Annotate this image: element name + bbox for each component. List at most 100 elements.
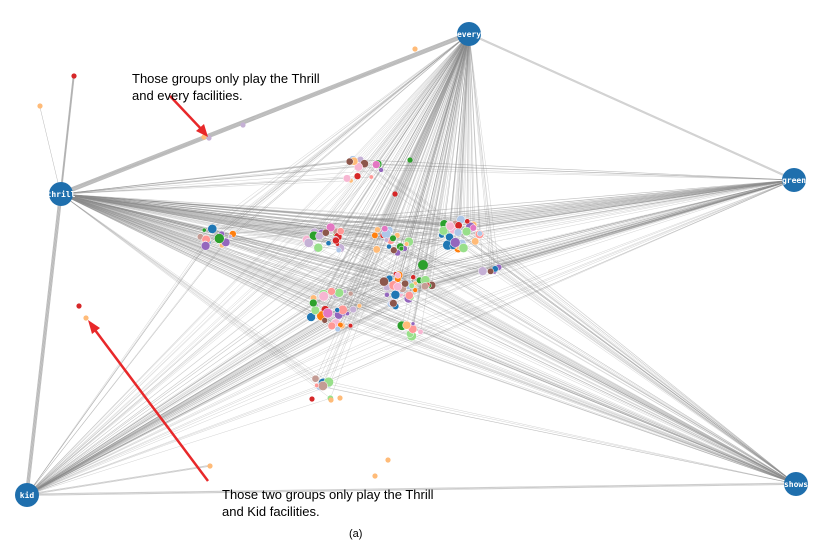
group-node[interactable]: [378, 167, 384, 173]
group-node[interactable]: [458, 243, 469, 253]
group-node[interactable]: [412, 287, 418, 293]
group-node[interactable]: [410, 321, 416, 326]
group-node[interactable]: [317, 380, 328, 391]
group-node[interactable]: [372, 160, 381, 169]
group-node[interactable]: [471, 237, 480, 246]
group-node[interactable]: [438, 225, 449, 236]
edge: [60, 193, 402, 249]
group-node[interactable]: [417, 328, 424, 335]
group-node[interactable]: [478, 266, 488, 276]
group-node[interactable]: [334, 326, 341, 333]
group-node[interactable]: [335, 247, 342, 254]
group-node[interactable]: [37, 103, 43, 109]
group-node[interactable]: [313, 242, 324, 253]
group-node[interactable]: [310, 305, 320, 315]
group-node[interactable]: [407, 157, 413, 163]
group-node[interactable]: [345, 157, 354, 166]
group-node[interactable]: [445, 221, 455, 231]
group-node[interactable]: [347, 323, 354, 329]
group-node[interactable]: [337, 395, 343, 401]
group-node[interactable]: [240, 122, 246, 128]
hub-kid[interactable]: kid: [15, 483, 39, 507]
group-node[interactable]: [384, 292, 390, 298]
group-node[interactable]: [322, 307, 333, 319]
group-node[interactable]: [464, 218, 471, 225]
group-node[interactable]: [356, 303, 362, 309]
group-node[interactable]: [389, 234, 397, 242]
group-node[interactable]: [393, 282, 403, 292]
group-node[interactable]: [71, 73, 77, 79]
group-node[interactable]: [347, 290, 354, 297]
group-node[interactable]: [453, 228, 463, 237]
group-node[interactable]: [326, 222, 336, 233]
group-node[interactable]: [332, 236, 340, 245]
group-node[interactable]: [383, 237, 389, 243]
group-node[interactable]: [321, 228, 330, 237]
group-node[interactable]: [389, 299, 398, 308]
group-node[interactable]: [408, 282, 415, 289]
group-node[interactable]: [450, 237, 461, 248]
edge: [26, 228, 385, 496]
group-node[interactable]: [404, 291, 414, 300]
group-node[interactable]: [315, 231, 324, 241]
group-node[interactable]: [420, 282, 429, 291]
group-node[interactable]: [379, 276, 389, 287]
group-node[interactable]: [461, 226, 472, 237]
group-node[interactable]: [412, 46, 418, 52]
group-node[interactable]: [321, 317, 328, 324]
group-node[interactable]: [390, 246, 398, 254]
group-node[interactable]: [381, 225, 389, 233]
group-node[interactable]: [374, 226, 381, 234]
hub-every[interactable]: every: [457, 22, 481, 46]
edge: [411, 285, 797, 485]
group-node[interactable]: [349, 305, 357, 314]
hub-thrill[interactable]: thrill: [47, 182, 76, 206]
hub-green[interactable]: green: [782, 168, 806, 192]
group-node[interactable]: [201, 134, 207, 140]
group-node[interactable]: [201, 227, 207, 233]
group-node[interactable]: [394, 271, 402, 279]
group-node[interactable]: [207, 224, 218, 234]
group-node[interactable]: [327, 321, 336, 331]
group-node[interactable]: [392, 191, 398, 197]
group-node[interactable]: [372, 245, 381, 254]
group-node[interactable]: [318, 291, 329, 302]
group-node[interactable]: [372, 473, 378, 479]
group-node[interactable]: [476, 230, 483, 237]
group-node[interactable]: [207, 463, 213, 469]
group-node[interactable]: [200, 241, 211, 251]
group-node[interactable]: [328, 397, 334, 403]
group-node[interactable]: [410, 274, 416, 280]
group-node[interactable]: [385, 457, 391, 463]
group-node[interactable]: [309, 298, 318, 308]
group-node[interactable]: [390, 290, 401, 300]
group-node[interactable]: [418, 260, 428, 270]
group-node[interactable]: [342, 174, 352, 183]
group-node[interactable]: [83, 315, 89, 321]
group-node[interactable]: [303, 238, 314, 248]
group-node[interactable]: [386, 243, 392, 250]
group-node[interactable]: [401, 279, 409, 288]
group-node[interactable]: [402, 320, 412, 330]
group-node[interactable]: [227, 234, 233, 239]
group-node[interactable]: [487, 267, 495, 275]
group-node[interactable]: [311, 374, 320, 383]
group-node[interactable]: [371, 231, 379, 239]
group-node[interactable]: [469, 224, 477, 232]
group-node[interactable]: [353, 172, 362, 180]
group-node[interactable]: [334, 288, 344, 298]
group-node[interactable]: [325, 240, 332, 247]
group-node[interactable]: [398, 245, 404, 252]
group-node[interactable]: [306, 312, 316, 322]
group-node[interactable]: [314, 382, 320, 388]
group-node[interactable]: [327, 287, 336, 296]
edge: [459, 224, 797, 485]
group-node[interactable]: [336, 227, 345, 236]
group-node[interactable]: [309, 396, 315, 402]
group-node[interactable]: [76, 303, 82, 309]
group-node[interactable]: [368, 174, 374, 180]
group-node[interactable]: [214, 233, 225, 244]
group-node[interactable]: [454, 221, 463, 230]
group-node[interactable]: [334, 307, 340, 313]
hub-shows[interactable]: shows: [784, 472, 808, 496]
